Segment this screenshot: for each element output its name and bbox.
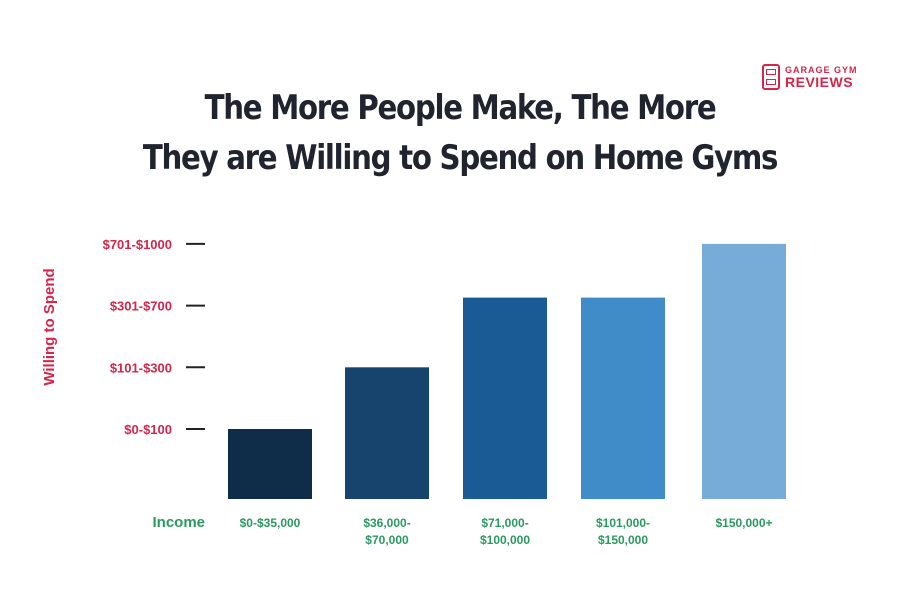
logo-line-2: REVIEWS [785, 73, 854, 90]
chart-title-line-2: They are Willing to Spend on Home Gyms [142, 138, 779, 178]
x-tick-label: $36,000- [363, 516, 410, 530]
x-tick-label: $101,000- [596, 516, 650, 530]
y-tick-label: $0-$100 [124, 422, 172, 437]
x-tick-label: $150,000+ [715, 516, 772, 530]
x-tick-label: $70,000 [365, 533, 409, 547]
dumbbell-icon [762, 64, 780, 90]
logo-line-1: GARAGE GYM [785, 64, 858, 75]
bar [463, 297, 547, 499]
y-tick-label: $101-$300 [110, 360, 172, 375]
bar [702, 243, 786, 499]
bar [581, 297, 665, 499]
y-tick-label: $701-$1000 [103, 237, 172, 252]
bar [345, 367, 429, 499]
x-tick-label: $0-$35,000 [240, 516, 301, 530]
y-tick-label: $301-$700 [110, 299, 172, 314]
x-tick-label: $71,000- [481, 516, 528, 530]
y-axis-title: Willing to Spend [41, 268, 58, 385]
chart-title-line-1: The More People Make, The More [204, 88, 717, 128]
x-tick-label: $100,000 [480, 533, 530, 547]
garage-gym-reviews-logo: GARAGE GYM REVIEWS [762, 64, 858, 90]
bar [228, 429, 312, 499]
x-axis-title: Income [152, 514, 205, 531]
x-tick-label: $150,000 [598, 533, 648, 547]
